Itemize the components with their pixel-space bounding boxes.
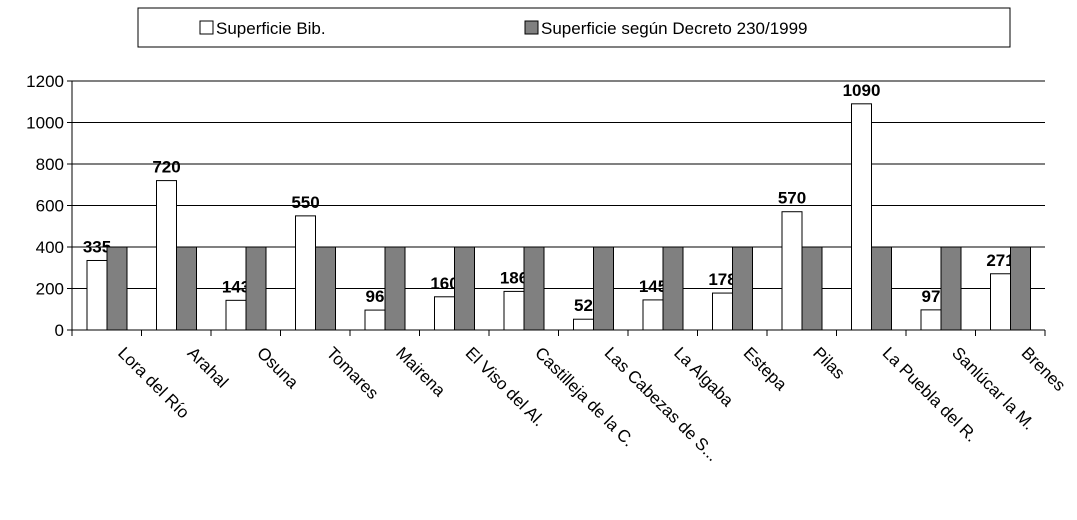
- bar: [573, 318, 594, 331]
- x-tick-label: Lora del Río: [114, 343, 193, 422]
- x-tick-label: Osuna: [253, 343, 302, 392]
- bar: [86, 259, 108, 331]
- legend-label: Superficie según Decreto 230/1999: [541, 19, 808, 38]
- x-tick-label: Estepa: [740, 343, 791, 394]
- bar: [156, 180, 177, 331]
- bar: [106, 246, 128, 331]
- x-tick-label: Mairena: [392, 343, 449, 400]
- bar: [940, 246, 962, 331]
- data-label: 97: [922, 287, 941, 306]
- y-tick-label: 200: [36, 280, 64, 299]
- bar: [454, 246, 475, 331]
- bar: [364, 309, 386, 331]
- y-tick-label: 600: [36, 197, 64, 216]
- bar: [920, 309, 942, 331]
- legend-swatch: [524, 20, 539, 35]
- x-tick-label: Pilas: [809, 343, 848, 382]
- y-tick-label: 1000: [26, 114, 64, 133]
- data-label: 143: [222, 277, 250, 296]
- bar: [245, 246, 267, 331]
- bar: [990, 273, 1011, 331]
- data-label: 145: [639, 277, 667, 296]
- bar: [176, 246, 197, 331]
- y-tick-label: 400: [36, 238, 64, 257]
- data-label: 160: [430, 274, 458, 293]
- bar: [662, 246, 684, 331]
- legend-box: [137, 7, 1011, 48]
- bar: [871, 246, 892, 331]
- x-tick-label: Arahal: [184, 343, 232, 391]
- bar: [225, 299, 247, 331]
- data-label: 550: [291, 193, 319, 212]
- data-label: 52: [574, 296, 593, 315]
- bar: [642, 299, 664, 331]
- y-tick-label: 1200: [26, 72, 64, 91]
- data-label: 96: [366, 287, 385, 306]
- data-label: 186: [500, 268, 528, 287]
- data-label: 178: [708, 270, 736, 289]
- bar: [384, 246, 406, 331]
- x-tick-label: La Algaba: [670, 343, 737, 410]
- x-tick-label: Brenes: [1018, 343, 1070, 395]
- bar: [781, 211, 803, 331]
- data-label: 720: [152, 158, 180, 177]
- legend-swatch: [199, 20, 214, 35]
- y-tick-label: 800: [36, 155, 64, 174]
- data-label: 1090: [843, 81, 881, 100]
- bar: [434, 296, 455, 331]
- bar: [315, 246, 336, 331]
- bar: [851, 103, 872, 331]
- bar: [503, 290, 525, 331]
- bar: [801, 246, 823, 331]
- x-tick-label: Las Cabezas de S...: [601, 343, 723, 465]
- data-label: 271: [986, 251, 1014, 270]
- data-label: 335: [83, 237, 111, 256]
- bar: [712, 292, 733, 331]
- bar: [593, 246, 614, 331]
- bar: [732, 246, 753, 331]
- bar: [295, 215, 316, 331]
- data-label: 570: [778, 189, 806, 208]
- bar: [1010, 246, 1031, 331]
- y-tick-label: 0: [55, 321, 64, 340]
- legend-label: Superficie Bib.: [216, 19, 326, 38]
- x-tick-label: Tomares: [323, 343, 383, 403]
- bar: [523, 246, 545, 331]
